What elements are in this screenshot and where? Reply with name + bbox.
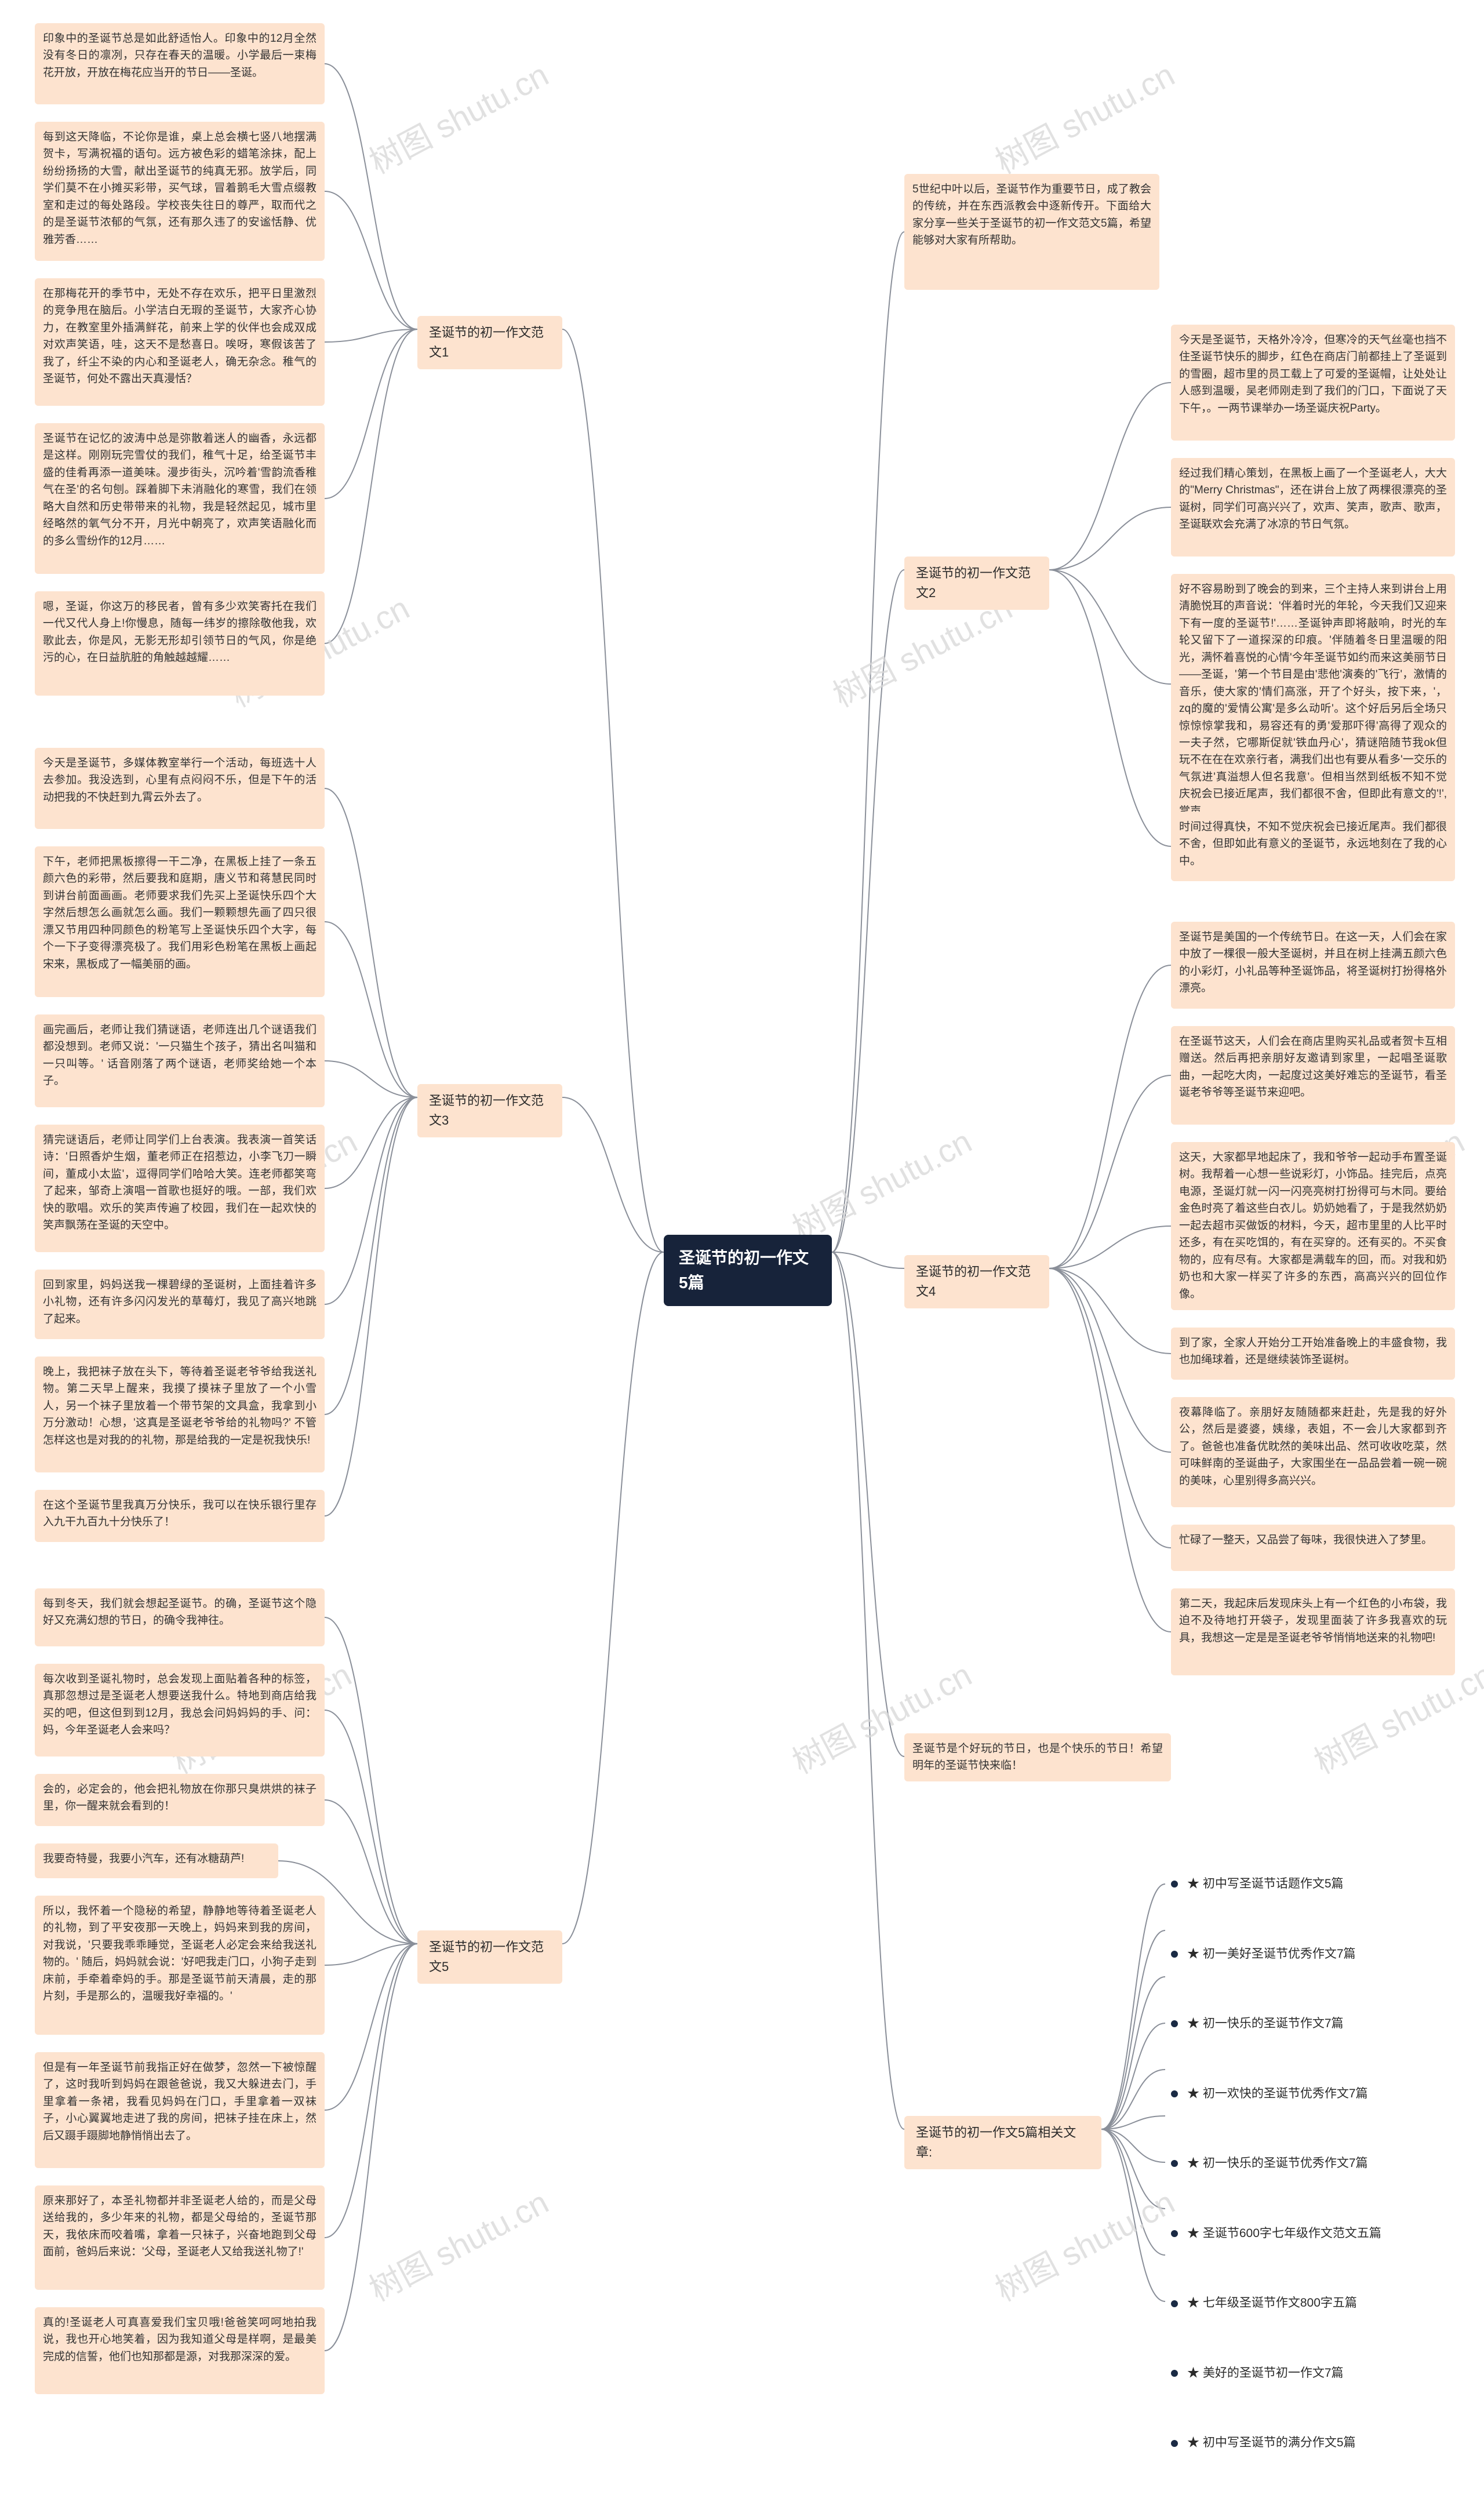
leaf-node: 嗯，圣诞，你这万的移民者，曾有多少欢笑寄托在我们一代又代人身上!你慢息，随每一纬… — [35, 591, 325, 696]
leaf-node: 真的!圣诞老人可真喜爱我们宝贝哦!爸爸笑呵呵地拍我说，我也开心地笑着，因为我知道… — [35, 2307, 325, 2394]
leaf-node: 每次收到圣诞礼物时，总会发现上面贴着各种的标签，真那忽想过是圣诞老人想要送我什么… — [35, 1664, 325, 1757]
leaf-node: 每到冬天，我们就会想起圣诞节。的确，圣诞节这个隐好又充满幻想的节日，的确令我神往… — [35, 1588, 325, 1646]
leaf-node: 下午，老师把黑板擦得一干二净，在黑板上挂了一条五颜六色的彩带，然后要我和庭期，唐… — [35, 846, 325, 997]
leaf-node: 到了家，全家人开始分工开始准备晚上的丰盛食物，我也加绳球着，还是继续装饰圣诞树。 — [1171, 1328, 1455, 1380]
leaf-node: 在圣诞节这天，人们会在商店里购买礼品或者贺卡互相赠送。然后再把亲朋好友邀请到家里… — [1171, 1026, 1455, 1125]
watermark: 树图 shutu.cn — [986, 2177, 1182, 2311]
leaf-node: 所以，我怀着一个隐秘的希望，静静地等待着圣诞老人的礼物，到了平安夜那一天晚上，妈… — [35, 1896, 325, 2035]
root-node: 圣诞节的初一作文5篇 — [664, 1235, 832, 1306]
leaf-node: 回到家里，妈妈送我一棵碧绿的圣诞树，上面挂着许多小礼物，还有许多闪闪发光的草莓灯… — [35, 1270, 325, 1339]
leaf-node: 印象中的圣诞节总是如此舒适怡人。印象中的12月全然没有冬日的凛冽，只存在春天的温… — [35, 23, 325, 104]
related-article-item: ★ 初一快乐的圣诞节优秀作文7篇 — [1171, 2152, 1426, 2176]
related-article-item: ★ 初中写圣诞节话题作文5篇 — [1171, 1872, 1426, 1896]
leaf-node: 在这个圣诞节里我真万分快乐，我可以在快乐银行里存入九干九百九十分快乐了！ — [35, 1490, 325, 1542]
related-article-item: ★ 初中写圣诞节的满分作文5篇 — [1171, 2431, 1426, 2455]
related-article-item: ★ 初一欢快的圣诞节优秀作文7篇 — [1171, 2082, 1426, 2106]
watermark: 树图 shutu.cn — [783, 1116, 979, 1250]
leaf-node: 猜完谜语后，老师让同学们上台表演。我表演一首笑话诗：'日照香炉生烟，董老师正在招… — [35, 1125, 325, 1252]
leaf-node: 画完画后，老师让我们猜谜语，老师连出几个谜语我们都没想到。老师又说：'一只猫生个… — [35, 1014, 325, 1107]
related-article-item: ★ 七年级圣诞节作文800字五篇 — [1171, 2292, 1426, 2315]
branch-node: 圣诞节的初一作文范文5 — [417, 1930, 562, 1984]
leaf-node: 经过我们精心策划，在黑板上画了一个圣诞老人，大大的"Merry Christma… — [1171, 458, 1455, 557]
leaf-node: 时间过得真快，不知不觉庆祝会已接近尾声。我们都很不舍，但即如此有意义的圣诞节，永… — [1171, 812, 1455, 881]
related-article-item: ★ 美好的圣诞节初一作文7篇 — [1171, 2362, 1426, 2385]
branch-node: 圣诞节的初一作文范文1 — [417, 316, 562, 369]
branch-node: 圣诞节的初一作文范文4 — [904, 1255, 1049, 1308]
mindmap-container: 树图 shutu.cn树图 shutu.cn树图 shutu.cn树图 shut… — [0, 0, 1484, 235]
leaf-node: 每到这天降临，不论你是谁，桌上总会横七竖八地摆满贺卡，写满祝福的语句。远方被色彩… — [35, 122, 325, 261]
related-article-item: ★ 初一美好圣诞节优秀作文7篇 — [1171, 1943, 1426, 1966]
leaf-node: 忙碌了一整天，又品尝了每味，我很快进入了梦里。 — [1171, 1525, 1455, 1571]
leaf-node: 但是有一年圣诞节前我指正好在做梦，忽然一下被惊醒了，这时我听到妈妈在跟爸爸说，我… — [35, 2052, 325, 2168]
leaf-node: 夜幕降临了。亲朋好友随随都来赶赴，先是我的好外公，然后是婆婆，姨缘，表姐，不一会… — [1171, 1397, 1455, 1507]
intro-node: 5世纪中叶以后，圣诞节作为重要节日，成了教会的传统，并在东西派教会中逐新传开。下… — [904, 174, 1159, 290]
branch-node: 圣诞节的初一作文5篇相关文章: — [904, 2116, 1101, 2169]
leaf-node: 会的，必定会的，他会把礼物放在你那只臭烘烘的袜子里，你一醒来就会看到的！ — [35, 1774, 325, 1826]
leaf-node: 圣诞节是美国的一个传统节日。在这一天，人们会在家中放了一棵很一般大圣诞树，并且在… — [1171, 922, 1455, 1009]
intro-node: 圣诞节是个好玩的节日，也是个快乐的节日！希望明年的圣诞节快来临！ — [904, 1733, 1171, 1781]
branch-node: 圣诞节的初一作文范文3 — [417, 1084, 562, 1137]
leaf-node: 原来那好了，本圣礼物都并非圣诞老人给的，而是父母送给我的，多少年来的礼物，都是父… — [35, 2185, 325, 2290]
leaf-node: 今天是圣诞节，多媒体教室举行一个活动，每班选十人去参加。我没选到，心里有点闷闷不… — [35, 748, 325, 829]
leaf-node: 我要奇特曼，我要小汽车，还有冰糖葫芦! — [35, 1843, 278, 1878]
leaf-node: 今天是圣诞节，天格外冷冷，但寒冷的天气丝毫也挡不住圣诞节快乐的脚步，红色在商店门… — [1171, 325, 1455, 441]
leaf-node: 晚上，我把袜子放在头下，等待着圣诞老爷爷给我送礼物。第二天早上醒来，我摸了摸袜子… — [35, 1357, 325, 1472]
watermark: 树图 shutu.cn — [360, 2177, 556, 2311]
related-article-item: ★ 圣诞节600字七年级作文范文五篇 — [1171, 2222, 1426, 2246]
watermark: 树图 shutu.cn — [360, 49, 556, 183]
watermark: 树图 shutu.cn — [986, 49, 1182, 183]
branch-node: 圣诞节的初一作文范文2 — [904, 557, 1049, 610]
related-article-item: ★ 初一快乐的圣诞节作文7篇 — [1171, 2012, 1426, 2036]
leaf-node: 圣诞节在记忆的波涛中总是弥散着迷人的幽香，永远都是这样。刚刚玩完雪仗的我们，稚气… — [35, 423, 325, 574]
leaf-node: 在那梅花开的季节中，无处不存在欢乐，把平日里激烈的竞争甩在脑后。小学洁白无瑕的圣… — [35, 278, 325, 406]
leaf-node: 这天，大家都早地起床了，我和爷爷一起动手布置圣诞树。我帮着一心想一些说彩灯，小饰… — [1171, 1142, 1455, 1310]
leaf-node: 好不容易盼到了晚会的到来，三个主持人来到讲台上用清脆悦耳的声音说：'伴着时光的年… — [1171, 574, 1455, 827]
leaf-node: 第二天，我起床后发现床头上有一个红色的小布袋，我迫不及待地打开袋子，发现里面装了… — [1171, 1588, 1455, 1675]
